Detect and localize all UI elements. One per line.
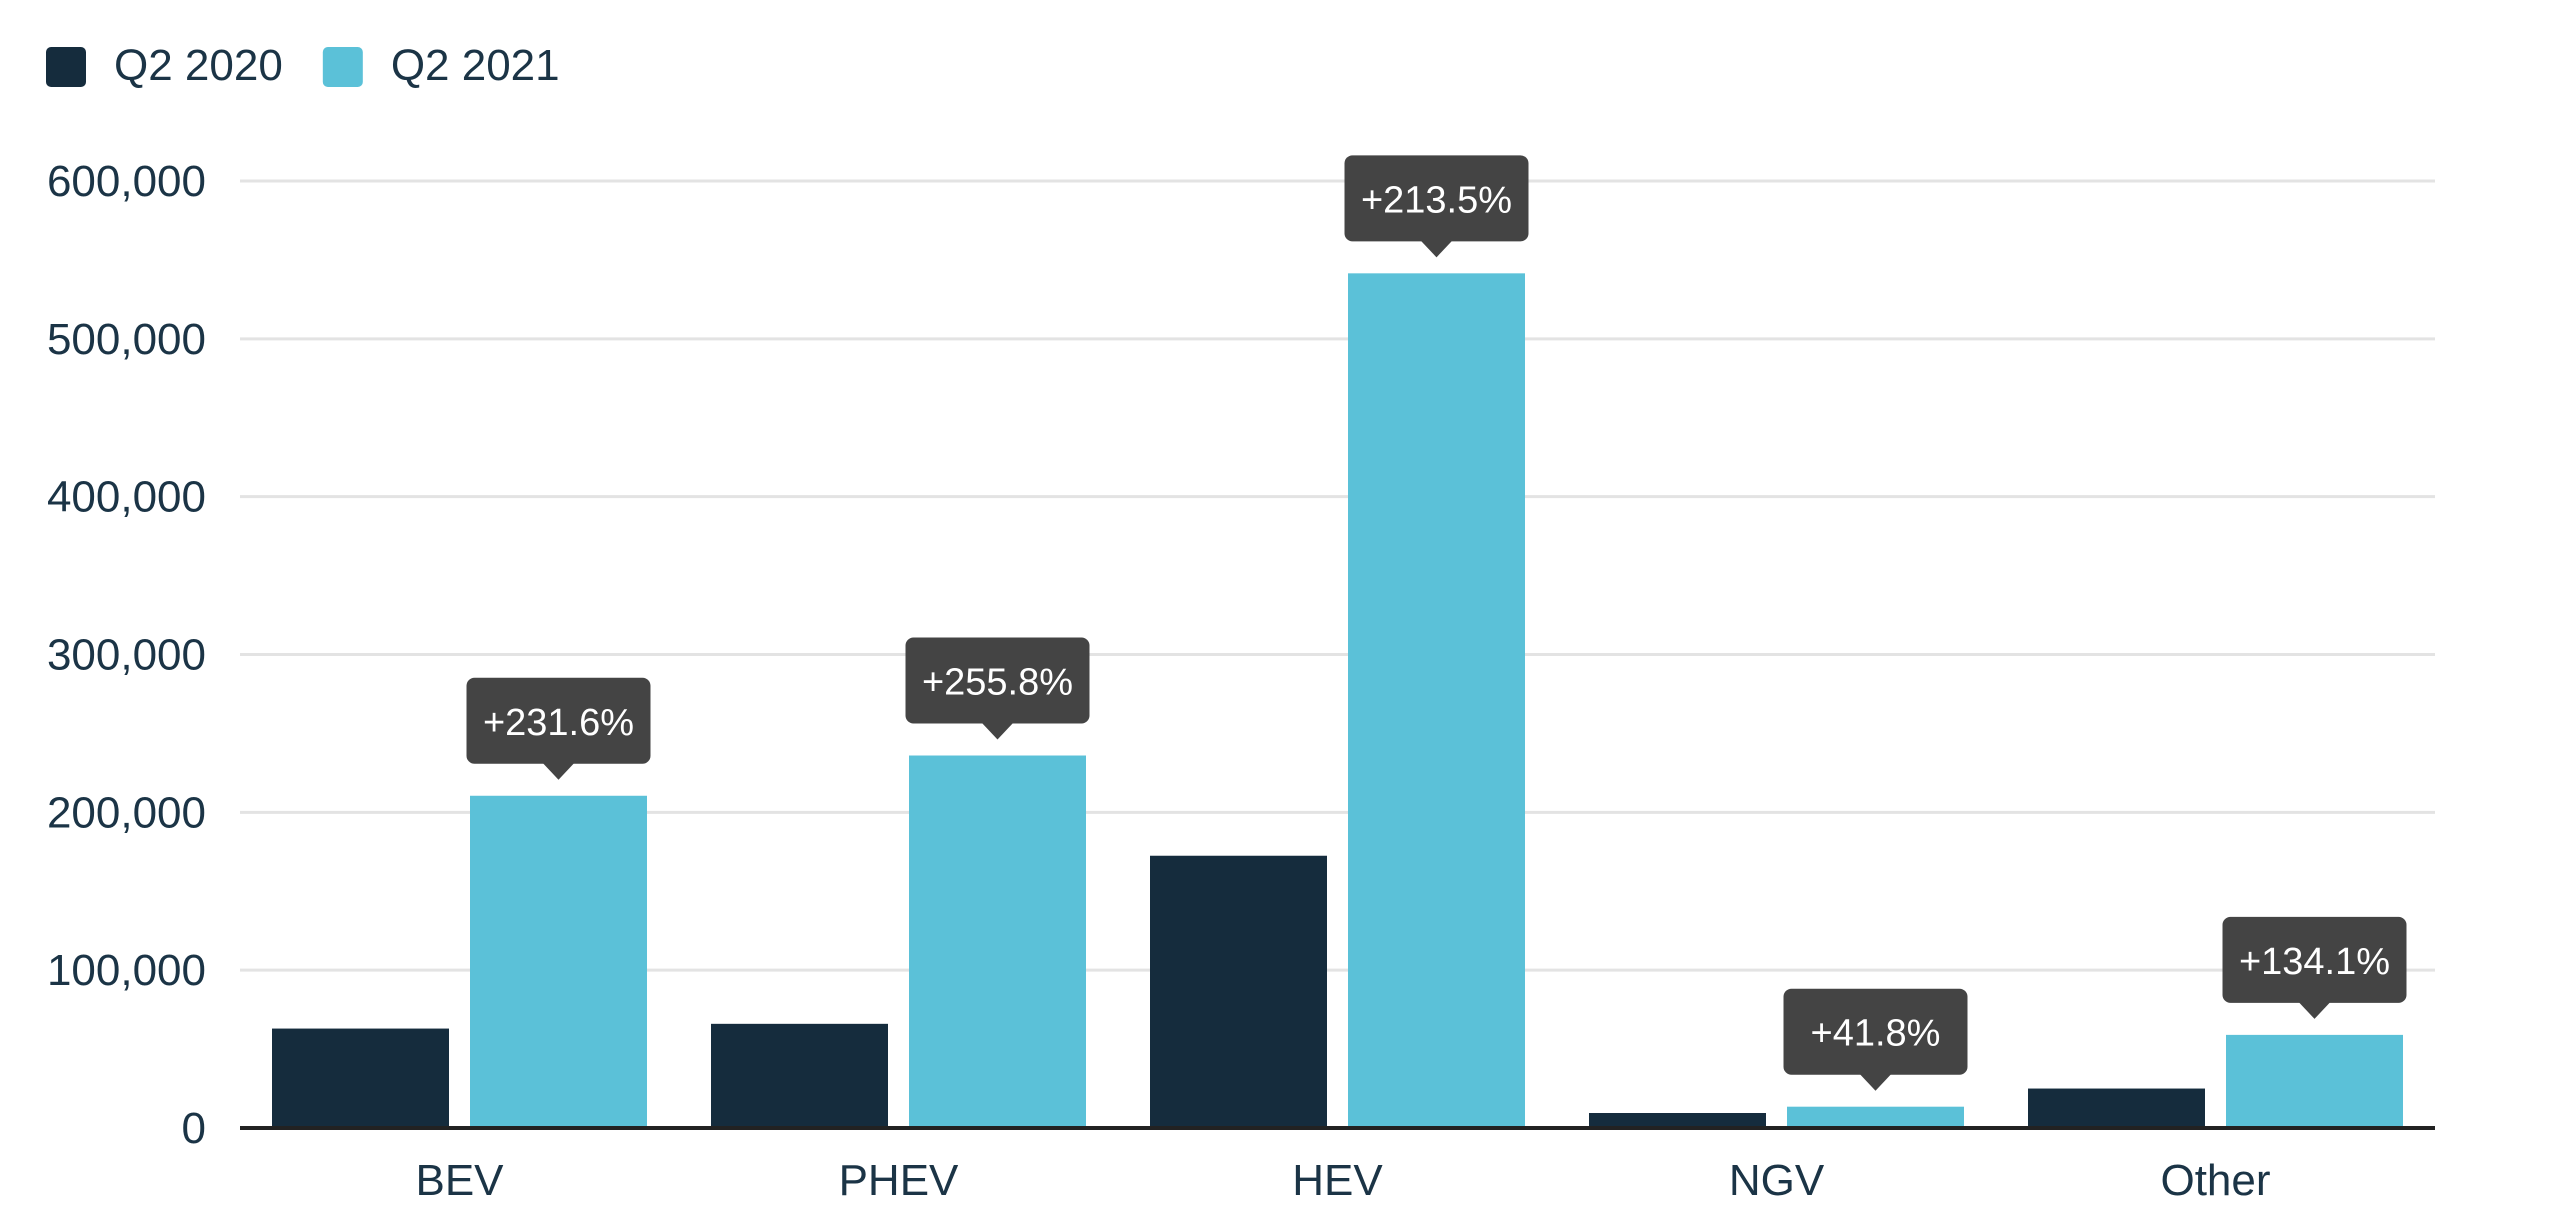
x-tick-label: PHEV xyxy=(839,1156,959,1205)
badge-label: +231.6% xyxy=(483,702,634,744)
badge-pointer xyxy=(542,762,575,780)
change-badges: +231.6% +255.8% +213.5% +41.8% +134.1% xyxy=(466,155,2407,1091)
bar-phev-series-2 xyxy=(909,755,1086,1128)
badge-label: +134.1% xyxy=(2239,941,2390,983)
bar-hev-series-2 xyxy=(1348,273,1525,1128)
y-tick-label: 300,000 xyxy=(47,631,206,680)
legend-swatch xyxy=(322,47,363,87)
change-badge: +134.1% xyxy=(2222,916,2407,1019)
y-tick-label: 100,000 xyxy=(47,946,206,995)
badge-box xyxy=(1344,155,1529,242)
badge-label: +255.8% xyxy=(922,662,1073,704)
badge-box xyxy=(466,677,651,764)
badge-box xyxy=(2222,916,2407,1003)
bar-bev-series-1 xyxy=(272,1028,449,1128)
badge-label: +41.8% xyxy=(1811,1013,1941,1055)
x-axis: BEV PHEV HEV NGV Other xyxy=(240,1126,2435,1205)
bar-other-series-2 xyxy=(2226,1034,2403,1128)
badge-pointer xyxy=(1859,1073,1892,1091)
bar-hev-series-1 xyxy=(1150,855,1327,1128)
bar-other-series-1 xyxy=(2028,1088,2205,1128)
bar-ngv-series-1 xyxy=(1589,1113,1766,1128)
y-tick-label: 400,000 xyxy=(47,473,206,522)
change-badge: +255.8% xyxy=(905,637,1090,740)
bars xyxy=(272,273,2403,1128)
bar-ngv-series-2 xyxy=(1787,1106,1964,1128)
badge-pointer xyxy=(2298,1001,2331,1019)
bar-phev-series-1 xyxy=(711,1023,888,1128)
change-badge: +41.8% xyxy=(1783,988,1968,1091)
x-tick-label: HEV xyxy=(1292,1156,1383,1205)
badge-label: +213.5% xyxy=(1361,179,1512,221)
x-tick-label: Other xyxy=(2160,1156,2270,1205)
badge-pointer xyxy=(981,722,1014,740)
legend-label: Q2 2020 xyxy=(114,41,283,90)
y-tick-label: 200,000 xyxy=(47,788,206,837)
legend-swatch xyxy=(46,47,86,87)
y-tick-label: 500,000 xyxy=(47,315,206,364)
change-badge: +213.5% xyxy=(1344,155,1529,258)
badge-box xyxy=(905,637,1090,724)
x-tick-label: NGV xyxy=(1729,1156,1825,1205)
badge-pointer xyxy=(1420,240,1453,258)
y-axis: 0 100,000 200,000 300,000 400,000 500,000 600,… xyxy=(47,157,206,1153)
change-badge: +231.6% xyxy=(466,677,651,780)
y-tick-label: 600,000 xyxy=(47,157,206,206)
legend-label: Q2 2021 xyxy=(391,41,560,90)
y-tick-label: 0 xyxy=(182,1104,206,1153)
bar-bev-series-2 xyxy=(470,795,647,1128)
x-tick-label: BEV xyxy=(415,1156,504,1205)
badge-box xyxy=(1783,988,1968,1075)
legend: Q2 2020 Q2 2021 xyxy=(46,41,560,90)
